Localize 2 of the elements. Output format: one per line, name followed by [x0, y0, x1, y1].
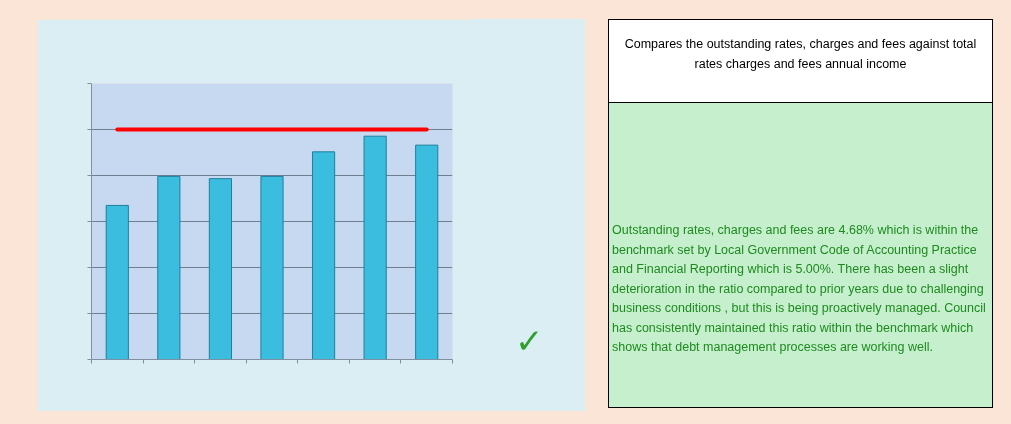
text: ✓ — [515, 320, 544, 363]
text: Compares the outstanding rates, charges and fees against total rates charges and fees annual income — [623, 36, 978, 73]
